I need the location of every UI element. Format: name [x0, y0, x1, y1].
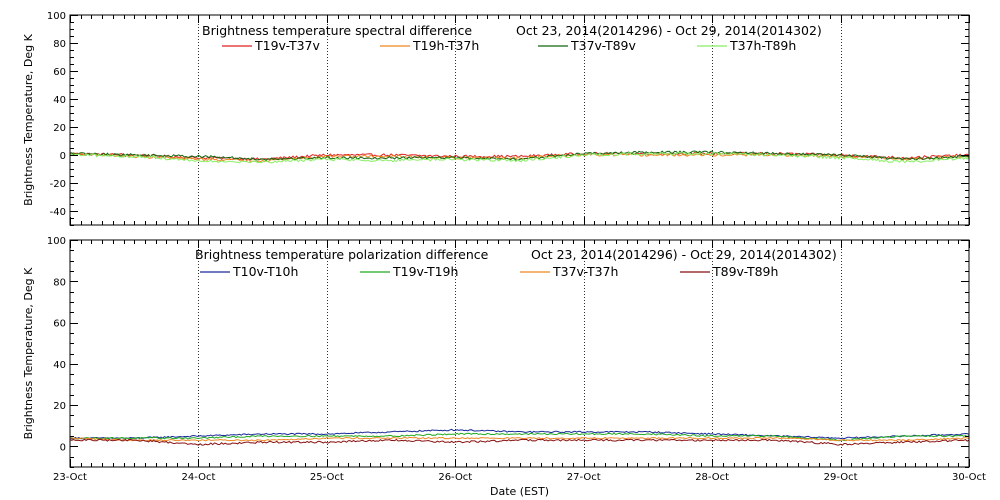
polarization-legend: T10v-T10h T19v-T19h T37v-T37h T89v-T89h — [200, 264, 778, 279]
polarization-panel: 0 20 40 60 80 100 23-Oct 24-Oct 25-Oct 26-Oct 27-… — [22, 236, 986, 498]
polarization-ytick-label: 20 — [53, 401, 66, 412]
polarization-panel-title: Brightness temperature polarization diff… — [195, 247, 489, 262]
spectral-ytick-label: -20 — [50, 179, 66, 190]
polarization-legend-label: T37v-T37h — [552, 264, 618, 279]
polarization-plot-frame — [69, 239, 970, 468]
polarization-panel-subtitle: Oct 23, 2014(2014296) - Oct 29, 2014(201… — [531, 247, 837, 262]
polarization-xtick-label: 27-Oct — [567, 472, 601, 483]
spectral-series — [69, 150, 970, 164]
polarization-series-line-t89v-t89h — [69, 438, 970, 446]
polarization-xtick-label: 24-Oct — [181, 472, 215, 483]
polarization-axis-ticks — [70, 240, 970, 468]
polarization-ylabel: Brightness Temperature, Deg K — [22, 267, 35, 439]
spectral-panel-title: Brightness temperature spectral differen… — [202, 23, 472, 38]
polarization-xtick-label: 26-Oct — [438, 472, 472, 483]
spectral-series-line-t37v-t89v — [69, 150, 970, 162]
spectral-axis-ticks — [70, 15, 970, 226]
spectral-legend-label: T19v-T37v — [254, 38, 321, 53]
polarization-xtick-label: 29-Oct — [824, 472, 858, 483]
polarization-ytick-label: 60 — [53, 319, 66, 330]
polarization-xtick-labels: 23-Oct 24-Oct 25-Oct 26-Oct 27-Oct 28-Oct 29-O… — [53, 472, 986, 483]
spectral-ytick-label: 20 — [53, 123, 66, 134]
spectral-ytick-label: -40 — [50, 207, 66, 218]
spectral-panel-subtitle: Oct 23, 2014(2014296) - Oct 29, 2014(201… — [516, 23, 822, 38]
polarization-ytick-label: 80 — [53, 277, 66, 288]
spectral-ylabel: Brightness Temperature, Deg K — [22, 33, 35, 205]
polarization-series-line-t10v-t10h — [69, 428, 970, 440]
polarization-ytick-label: 0 — [60, 442, 66, 453]
polarization-grid — [198, 240, 842, 467]
spectral-ytick-labels: -40 -20 0 20 40 60 80 100 — [47, 11, 66, 218]
polarization-xtick-label: 23-Oct — [53, 472, 87, 483]
spectral-series-line-t19h-t37h — [69, 151, 970, 163]
polarization-ytick-label: 40 — [53, 360, 66, 371]
polarization-series — [69, 428, 970, 446]
date-axis-label: Date (EST) — [490, 485, 549, 498]
polarization-legend-label: T10v-T10h — [232, 264, 298, 279]
polarization-legend-label: T19v-T19h — [392, 264, 458, 279]
spectral-ytick-label: 80 — [53, 39, 66, 50]
spectral-legend-label: T37v-T89v — [570, 38, 637, 53]
spectral-ytick-label: 40 — [53, 95, 66, 106]
polarization-xtick-label: 25-Oct — [310, 472, 344, 483]
spectral-ytick-label: 60 — [53, 67, 66, 78]
polarization-ytick-labels: 0 20 40 60 80 100 — [47, 236, 66, 453]
spectral-ytick-label: 100 — [47, 11, 66, 22]
spectral-ytick-label: 0 — [60, 151, 66, 162]
polarization-xtick-label: 30-Oct — [952, 472, 986, 483]
polarization-legend-label: T89v-T89h — [712, 264, 778, 279]
polarization-ytick-label: 100 — [47, 236, 66, 247]
polarization-series-line-t37v-t37h — [69, 436, 970, 442]
spectral-legend-label: T37h-T89h — [729, 38, 796, 53]
spectral-panel: -40 -20 0 20 40 60 80 100 Brightness Temperatur… — [22, 11, 970, 226]
spectral-grid — [198, 15, 842, 225]
spectral-legend-label: T19h-T37h — [412, 38, 479, 53]
spectral-legend: T19v-T37v T19h-T37h T37v-T89v T37h-T89h — [222, 38, 796, 53]
polarization-xtick-label: 28-Oct — [695, 472, 729, 483]
spectral-series-line-t37h-t89h — [69, 151, 970, 164]
